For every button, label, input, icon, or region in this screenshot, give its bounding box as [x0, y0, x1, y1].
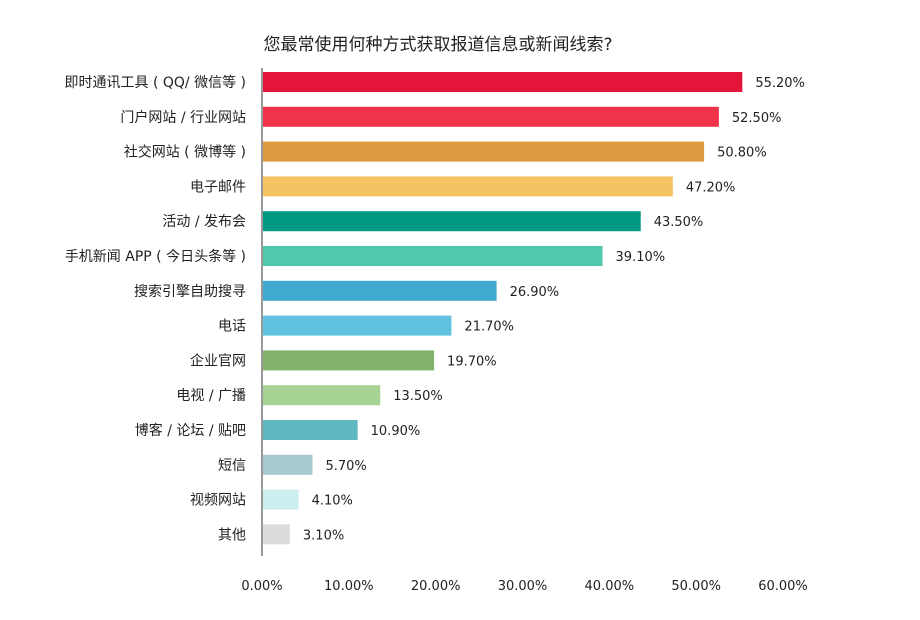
bar	[263, 315, 452, 336]
category-label: 其他	[218, 527, 246, 543]
category-label: 社交网站 ( 微博等 )	[124, 144, 246, 161]
chart-title: 您最常使用何种方式获取报道信息或新闻线索?	[263, 34, 612, 55]
value-label: 55.20%	[755, 76, 805, 91]
category-label: 电视 / 广播	[176, 388, 246, 404]
category-label: 短信	[218, 458, 246, 474]
value-label: 52.50%	[732, 111, 782, 126]
x-tick-label: 10.00%	[324, 579, 374, 594]
category-label: 搜索引擎自助搜寻	[134, 283, 246, 300]
value-label: 13.50%	[393, 389, 443, 404]
bar	[263, 246, 603, 266]
bar	[263, 211, 641, 232]
category-label: 视频网站	[190, 493, 246, 509]
category-label: 博客 / 论坛 / 贴吧	[135, 422, 246, 439]
bar	[263, 489, 299, 510]
x-tick-label: 30.00%	[498, 579, 548, 594]
value-label: 10.90%	[371, 424, 421, 439]
value-label: 43.50%	[654, 215, 704, 230]
bars-layer: 即时通讯工具 ( QQ/ 微信等 ) 55.20% 门户网站 / 行业网站 52.50…	[65, 72, 808, 594]
bar	[263, 176, 673, 197]
category-label: 电话	[218, 319, 246, 335]
bar	[263, 106, 719, 127]
value-label: 47.20%	[686, 180, 736, 195]
category-label: 活动 / 发布会	[162, 214, 246, 230]
category-label: 手机新闻 APP ( 今日头条等 )	[65, 248, 246, 265]
category-label: 电子邮件	[190, 179, 246, 195]
x-tick-label: 50.00%	[671, 579, 721, 594]
x-tick-label: 0.00%	[241, 579, 282, 594]
bar	[263, 454, 313, 475]
value-label: 19.70%	[447, 354, 497, 369]
value-label: 5.70%	[325, 459, 366, 474]
bar	[263, 72, 743, 92]
category-label: 即时通讯工具 ( QQ/ 微信等 )	[65, 74, 246, 91]
x-tick-label: 40.00%	[585, 579, 635, 594]
x-tick-label: 20.00%	[411, 579, 461, 594]
value-label: 4.10%	[312, 494, 353, 509]
value-label: 26.90%	[510, 285, 560, 300]
bar	[263, 420, 358, 440]
bar	[263, 280, 497, 301]
bar	[263, 524, 290, 545]
bar	[263, 385, 381, 406]
category-label: 门户网站 / 行业网站	[120, 109, 246, 126]
x-tick-label: 60.00%	[758, 579, 808, 594]
value-label: 21.70%	[464, 320, 514, 335]
value-label: 39.10%	[616, 250, 666, 265]
value-label: 50.80%	[717, 146, 767, 161]
bar	[263, 141, 705, 162]
bar	[263, 350, 435, 371]
value-label: 3.10%	[303, 528, 344, 543]
category-label: 企业官网	[190, 352, 246, 369]
